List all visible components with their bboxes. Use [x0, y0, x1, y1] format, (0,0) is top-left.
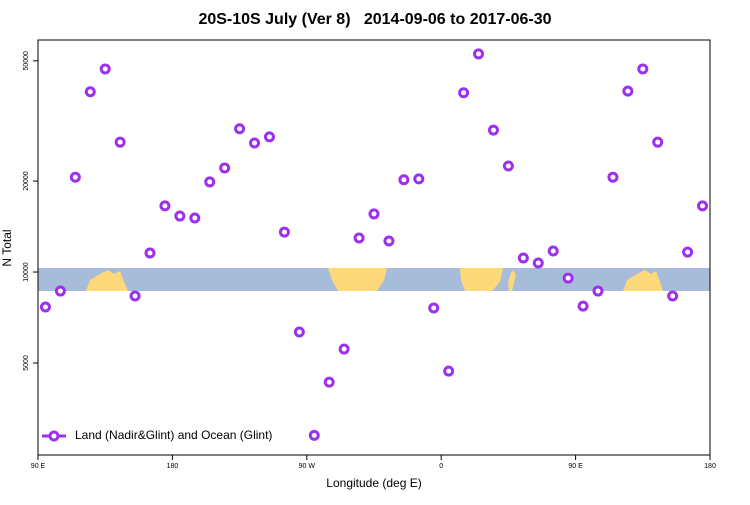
- point: [458, 87, 470, 99]
- point: [473, 48, 485, 60]
- point: [308, 429, 320, 441]
- point: [293, 326, 305, 338]
- y-tick-label: 5000: [23, 355, 30, 371]
- x-axis-label: Longitude (deg E): [326, 476, 421, 490]
- point: [682, 246, 694, 258]
- legend-marker: [48, 430, 60, 442]
- point: [428, 302, 440, 314]
- point: [487, 124, 499, 136]
- point: [234, 123, 246, 135]
- point: [353, 232, 365, 244]
- x-tick-label: 90 E: [568, 463, 583, 470]
- y-tick-label: 50000: [23, 51, 30, 71]
- point: [189, 212, 201, 224]
- point: [54, 285, 66, 297]
- point: [547, 245, 559, 257]
- point: [249, 137, 261, 149]
- point: [517, 252, 529, 264]
- point: [697, 200, 709, 212]
- point: [219, 162, 231, 174]
- point: [174, 210, 186, 222]
- point: [84, 86, 96, 98]
- point: [278, 226, 290, 238]
- point: [144, 247, 156, 259]
- point: [383, 235, 395, 247]
- y-tick-label: 20000: [23, 171, 30, 191]
- point: [502, 160, 514, 172]
- point: [114, 136, 126, 148]
- point: [443, 365, 455, 377]
- plot-frame: [37, 39, 711, 456]
- land-shapes: [86, 268, 663, 291]
- point: [204, 176, 216, 188]
- point: [398, 174, 410, 186]
- point: [562, 272, 574, 284]
- point: [667, 290, 679, 302]
- point: [607, 171, 619, 183]
- point: [323, 376, 335, 388]
- point: [637, 63, 649, 75]
- point: [622, 85, 634, 97]
- x-tick-label: 180: [167, 463, 179, 470]
- point: [577, 300, 589, 312]
- point: [69, 171, 81, 183]
- chart-title: 20S-10S July (Ver 8) 2014-09-06 to 2017-…: [198, 11, 551, 28]
- point: [532, 257, 544, 269]
- x-tick-label: 90 W: [299, 463, 316, 470]
- x-tick-label: 180: [704, 463, 716, 470]
- point: [338, 343, 350, 355]
- point: [99, 63, 111, 75]
- legend-label: Land (Nadir&Glint) and Ocean (Glint): [75, 428, 272, 442]
- point: [413, 173, 425, 185]
- y-axis-label: N Total: [0, 229, 14, 266]
- point: [652, 136, 664, 148]
- point: [129, 290, 141, 302]
- y-tick-label: 10000: [23, 262, 30, 282]
- point: [263, 131, 275, 143]
- x-tick-label: 90 E: [31, 463, 46, 470]
- point: [159, 200, 171, 212]
- x-tick-label: 0: [439, 463, 443, 470]
- point: [592, 285, 604, 297]
- point: [39, 301, 51, 313]
- point: [368, 208, 380, 220]
